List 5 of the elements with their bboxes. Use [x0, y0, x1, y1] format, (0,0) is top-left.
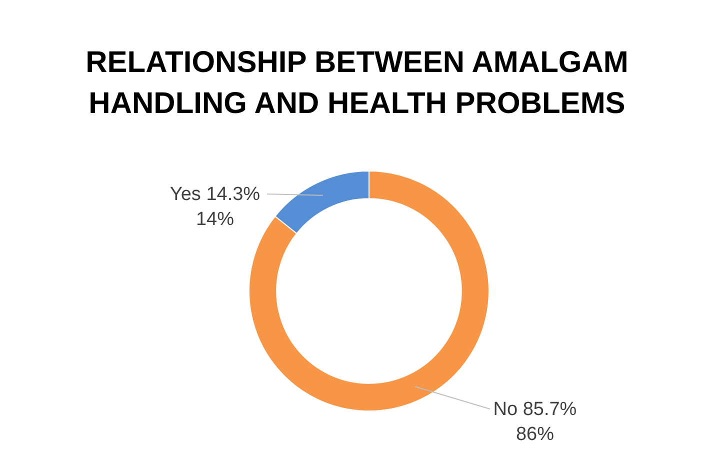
data-label: 14% — [196, 209, 234, 230]
slice-label: Yes 14.3% — [170, 184, 260, 205]
slice-label: No 85.7% — [493, 399, 577, 420]
data-label: 86% — [516, 424, 554, 445]
chart-title: RELATIONSHIP BETWEEN AMALGAM HANDLING AND HEALTH PROBLEMS — [86, 46, 628, 120]
